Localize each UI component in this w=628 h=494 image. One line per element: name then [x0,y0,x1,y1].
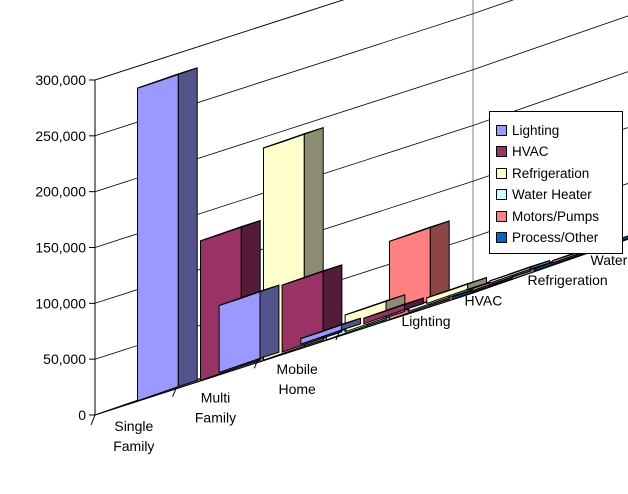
legend-label: Water Heater [512,187,592,202]
bar-hvac-1 [281,264,343,353]
bar-lighting-0 [137,67,198,402]
legend-item: Lighting [496,120,559,140]
legend-swatch [496,189,507,200]
legend-label: Process/Other [512,230,599,245]
x-tick-mark [90,414,96,426]
series-axis-label: Lighting [402,313,451,329]
y-tick-label: 200,000 [35,184,86,200]
legend: Lighting HVAC Refrigeration Water Heater Mot… [489,111,623,254]
legend-label: Refrigeration [512,165,590,181]
legend-swatch [496,167,507,179]
y-tick-label: 150,000 [35,240,86,256]
series-axis-label: Water Heater [591,252,628,268]
series-axis-label: HVAC [465,293,503,309]
y-tick-label: 300,000 [35,72,86,88]
legend-swatch [496,232,507,243]
y-tick-label: 100,000 [35,295,86,311]
legend-item: Refrigeration [496,163,589,183]
legend-swatch [496,210,507,222]
series-axis-label: Refrigeration [528,272,608,288]
bar-water-heater-2 [489,259,550,284]
x-tick-mark [335,329,341,341]
legend-label: HVAC [512,144,549,159]
y-axis: 0 50,000 100,000 150,000 200,000 250,000 300,0… [35,72,96,423]
x-tick-label: Mobile Home [277,361,318,397]
x-tick-label: Multi Family [195,390,236,426]
x-tick-label: Single Family [113,418,154,454]
x-tick-mark [172,386,178,397]
gridline [94,15,628,193]
y-tick-label: 250,000 [35,128,86,144]
legend-item: Process/Other [496,228,598,248]
legend-item: Water Heater [496,185,592,205]
y-tick-label: 50,000 [43,351,86,367]
x-tick-mark [253,358,259,369]
bar-refrigeration-2 [426,276,487,305]
legend-item: Motors/Pumps [496,206,599,226]
gridline [94,0,514,137]
gridline [94,71,628,248]
legend-swatch [496,146,507,157]
legend-label: Motors/Pumps [512,208,600,224]
bar-hvac-2 [363,297,424,325]
bar-lighting-2 [300,317,361,345]
legend-swatch [496,124,507,136]
x-axis: Single Family Multi Family Mobile Home [90,329,341,454]
gridline [94,0,345,81]
legend-label: Lighting [512,122,560,138]
bar-lighting-1 [218,284,280,374]
bars [137,67,628,402]
legend-item: HVAC [496,142,549,162]
y-tick-label: 0 [78,407,86,423]
